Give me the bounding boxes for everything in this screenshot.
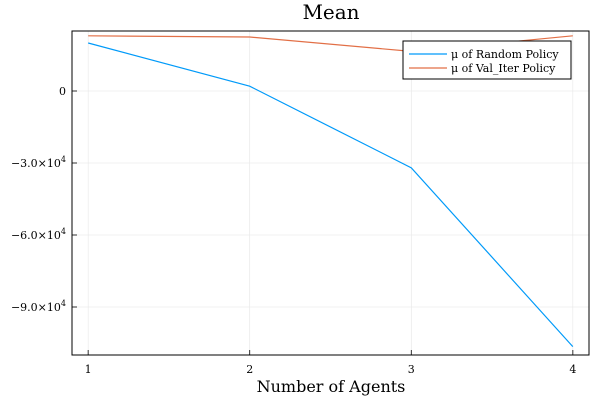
x-tick-label: 1 <box>85 363 92 376</box>
legend-label-random: μ of Random Policy <box>451 48 559 61</box>
x-tick-label: 2 <box>246 363 253 376</box>
x-tick-label: 4 <box>569 363 576 376</box>
x-axis-ticks: 1 2 3 4 <box>85 350 576 376</box>
series-line-random-policy <box>88 42 574 348</box>
y-axis-ticks: 0 −3.0×104 −6.0×104 −9.0×104 <box>11 85 77 314</box>
plot-frame <box>71 30 590 356</box>
grid <box>72 31 589 355</box>
series-lines <box>88 35 574 348</box>
y-tick-label: −6.0×104 <box>11 227 66 242</box>
y-tick-label: −9.0×104 <box>11 299 66 314</box>
x-tick-label: 3 <box>408 363 415 376</box>
legend-label-val-iter: μ of Val_Iter Policy <box>451 62 556 75</box>
legend-box <box>402 40 572 80</box>
chart-title: Mean <box>302 0 359 24</box>
legend: μ of Random Policy μ of Val_Iter Policy <box>402 40 572 80</box>
y-tick-label: −3.0×104 <box>11 155 66 170</box>
x-axis-label: Number of Agents <box>257 377 406 396</box>
y-tick-label: 0 <box>59 85 66 98</box>
